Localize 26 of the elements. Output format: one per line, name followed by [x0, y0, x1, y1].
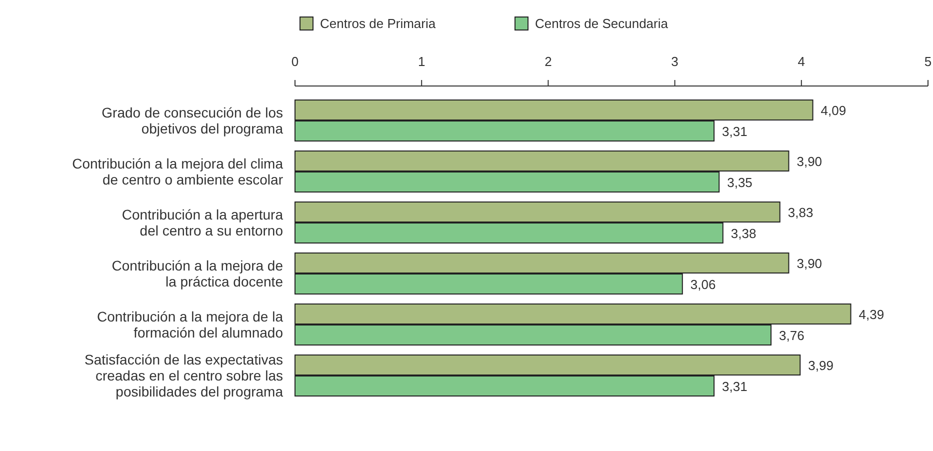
- data-label: 3,90: [796, 256, 822, 271]
- data-label: 3,90: [796, 154, 822, 169]
- y-tick-label: Satisfacción de las expectativas creadas en el centro sobre las posibilidades del programa: [84, 352, 284, 400]
- data-label: 3,99: [808, 358, 834, 373]
- x-tick-label: 2: [544, 54, 552, 69]
- y-tick-label: Contribución a la mejora del clima de centro o ambiente escolar: [72, 156, 284, 188]
- y-tick-label: Contribución a la mejora de la práctica docente: [112, 258, 284, 290]
- legend-label: Centros de Secundaria: [535, 16, 669, 31]
- y-tick-label: Contribución a la mejora de la formación del alumnado: [97, 308, 284, 340]
- y-tick-label: Contribución a la apertura del centro a su entorno: [122, 206, 284, 238]
- data-label: 3,06: [690, 277, 716, 292]
- y-tick-label: Grado de consecución de los objetivos del programa: [102, 104, 284, 136]
- data-label: 4,09: [820, 103, 846, 118]
- data-label: 3,76: [779, 328, 804, 343]
- x-tick-label: 3: [671, 54, 678, 69]
- data-label: 3,31: [722, 379, 748, 394]
- data-label: 3,38: [730, 226, 756, 241]
- data-label: 3,35: [727, 175, 752, 190]
- legend-label: Centros de Primaria: [320, 16, 436, 31]
- data-label: 4,39: [858, 307, 884, 322]
- x-tick-label: 0: [291, 54, 299, 69]
- x-tick-label: 1: [418, 54, 426, 69]
- x-tick-label: 4: [798, 54, 806, 69]
- data-label: 3,31: [722, 124, 748, 139]
- x-tick-label: 5: [924, 54, 932, 69]
- data-label: 3,83: [788, 205, 814, 220]
